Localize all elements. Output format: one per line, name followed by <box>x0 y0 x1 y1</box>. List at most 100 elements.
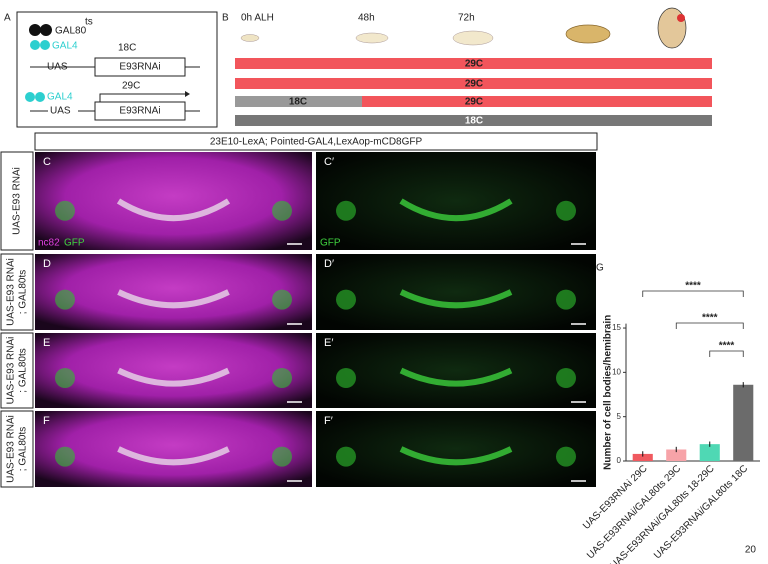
temp-label: 18C <box>289 97 307 108</box>
row-label-box <box>0 253 34 331</box>
micrograph <box>35 152 312 250</box>
time-label: 48h <box>358 13 375 24</box>
gal4-icon <box>30 40 40 50</box>
gene-box <box>94 57 186 77</box>
bar <box>733 384 754 461</box>
header-box <box>34 132 598 151</box>
neuron <box>336 368 356 388</box>
gal80-icon <box>40 24 52 36</box>
micrograph <box>35 411 312 487</box>
gal4-icon <box>35 92 45 102</box>
neuron <box>556 200 576 221</box>
page-number: 20 <box>745 545 757 556</box>
panel-letter: E <box>43 337 50 349</box>
row-label: UAS-E93 RNAi <box>6 337 17 405</box>
row-label-box <box>0 332 34 409</box>
stain: GFP <box>64 238 85 249</box>
neuron <box>55 289 75 310</box>
mushroom-body <box>399 367 513 387</box>
time-label: 0h ALH <box>241 13 274 24</box>
label-bg <box>48 104 78 118</box>
temp-bar <box>235 78 712 89</box>
neuron <box>55 368 75 388</box>
fly <box>657 7 687 49</box>
arrow-head <box>185 91 190 97</box>
temp-label: 29C <box>465 79 483 90</box>
panel-letter: C′ <box>324 156 334 168</box>
temp-bar <box>235 58 712 69</box>
gene-box <box>94 101 186 121</box>
y-tick-label: 5 <box>617 412 622 421</box>
time-label: 72h <box>458 13 475 24</box>
neuron <box>272 446 292 467</box>
header: 23E10-LexA; Pointed-GAL4,LexAop-mCD8GFP <box>210 137 423 148</box>
neuron <box>556 289 576 310</box>
neuron <box>336 446 356 467</box>
neuron <box>336 200 356 221</box>
significance-bracket <box>675 322 744 329</box>
neuron <box>556 368 576 388</box>
panel-letter: C <box>43 156 51 168</box>
gene: E93RNAi <box>119 106 160 117</box>
significance-label: **** <box>719 341 735 352</box>
gal80: GAL80 <box>55 26 87 37</box>
mushroom-body <box>399 289 513 309</box>
row-label: ; GAL80ts <box>18 427 29 471</box>
y-tick-label: 15 <box>612 323 621 332</box>
temp-label: 29C <box>465 59 483 70</box>
larva <box>240 34 260 42</box>
row-label: UAS-E93 RNAi <box>12 167 23 235</box>
stain: nc82 <box>38 238 60 249</box>
neuron <box>55 446 75 467</box>
significance-bracket <box>709 350 744 357</box>
micrograph <box>316 152 596 250</box>
uas: UAS <box>47 62 68 73</box>
row-label: UAS-E93 RNAi <box>6 258 17 326</box>
micrograph <box>316 254 596 330</box>
panel-letter: F <box>43 415 50 427</box>
mushroom-body <box>117 289 230 309</box>
mushroom-body <box>399 198 513 222</box>
temp-bar <box>362 96 712 107</box>
neuron <box>272 368 292 388</box>
panel-letter: D′ <box>324 258 334 270</box>
neuron <box>55 200 75 221</box>
significance-bracket <box>642 290 744 297</box>
y-tick-label: 10 <box>612 367 621 376</box>
row-label: UAS-E93 RNAi <box>6 415 17 483</box>
panel-letter: A <box>4 13 11 24</box>
gal4: GAL4 <box>47 92 73 103</box>
micrograph <box>35 254 312 330</box>
row-label: ; GAL80ts <box>18 270 29 314</box>
row-label-box <box>0 151 34 251</box>
gal4-icon <box>25 92 35 102</box>
y-axis-label: Number of cell bodies/hemibrain <box>603 315 614 470</box>
gene: E93RNAi <box>119 62 160 73</box>
larva <box>355 32 389 44</box>
panel-letter: G <box>596 263 604 274</box>
row-label-box <box>0 410 34 488</box>
temp: 18C <box>118 43 136 54</box>
mushroom-body <box>117 446 230 466</box>
uas: UAS <box>50 106 71 117</box>
micrograph <box>316 333 596 408</box>
neuron <box>272 200 292 221</box>
panel-letter: B <box>222 13 229 24</box>
mushroom-body <box>399 446 513 466</box>
temp-label: 29C <box>465 97 483 108</box>
temp: 29C <box>122 81 140 92</box>
ts: ts <box>85 17 93 28</box>
y-tick-label: 0 <box>617 456 622 465</box>
significance-label: **** <box>685 281 701 292</box>
stain: GFP <box>320 238 341 249</box>
neuron <box>272 289 292 310</box>
mushroom-body <box>117 367 230 387</box>
gal4: GAL4 <box>52 41 78 52</box>
gal80-icon <box>29 24 41 36</box>
neuron <box>556 446 576 467</box>
panel-a-box <box>16 11 218 128</box>
mushroom-body <box>116 198 231 222</box>
